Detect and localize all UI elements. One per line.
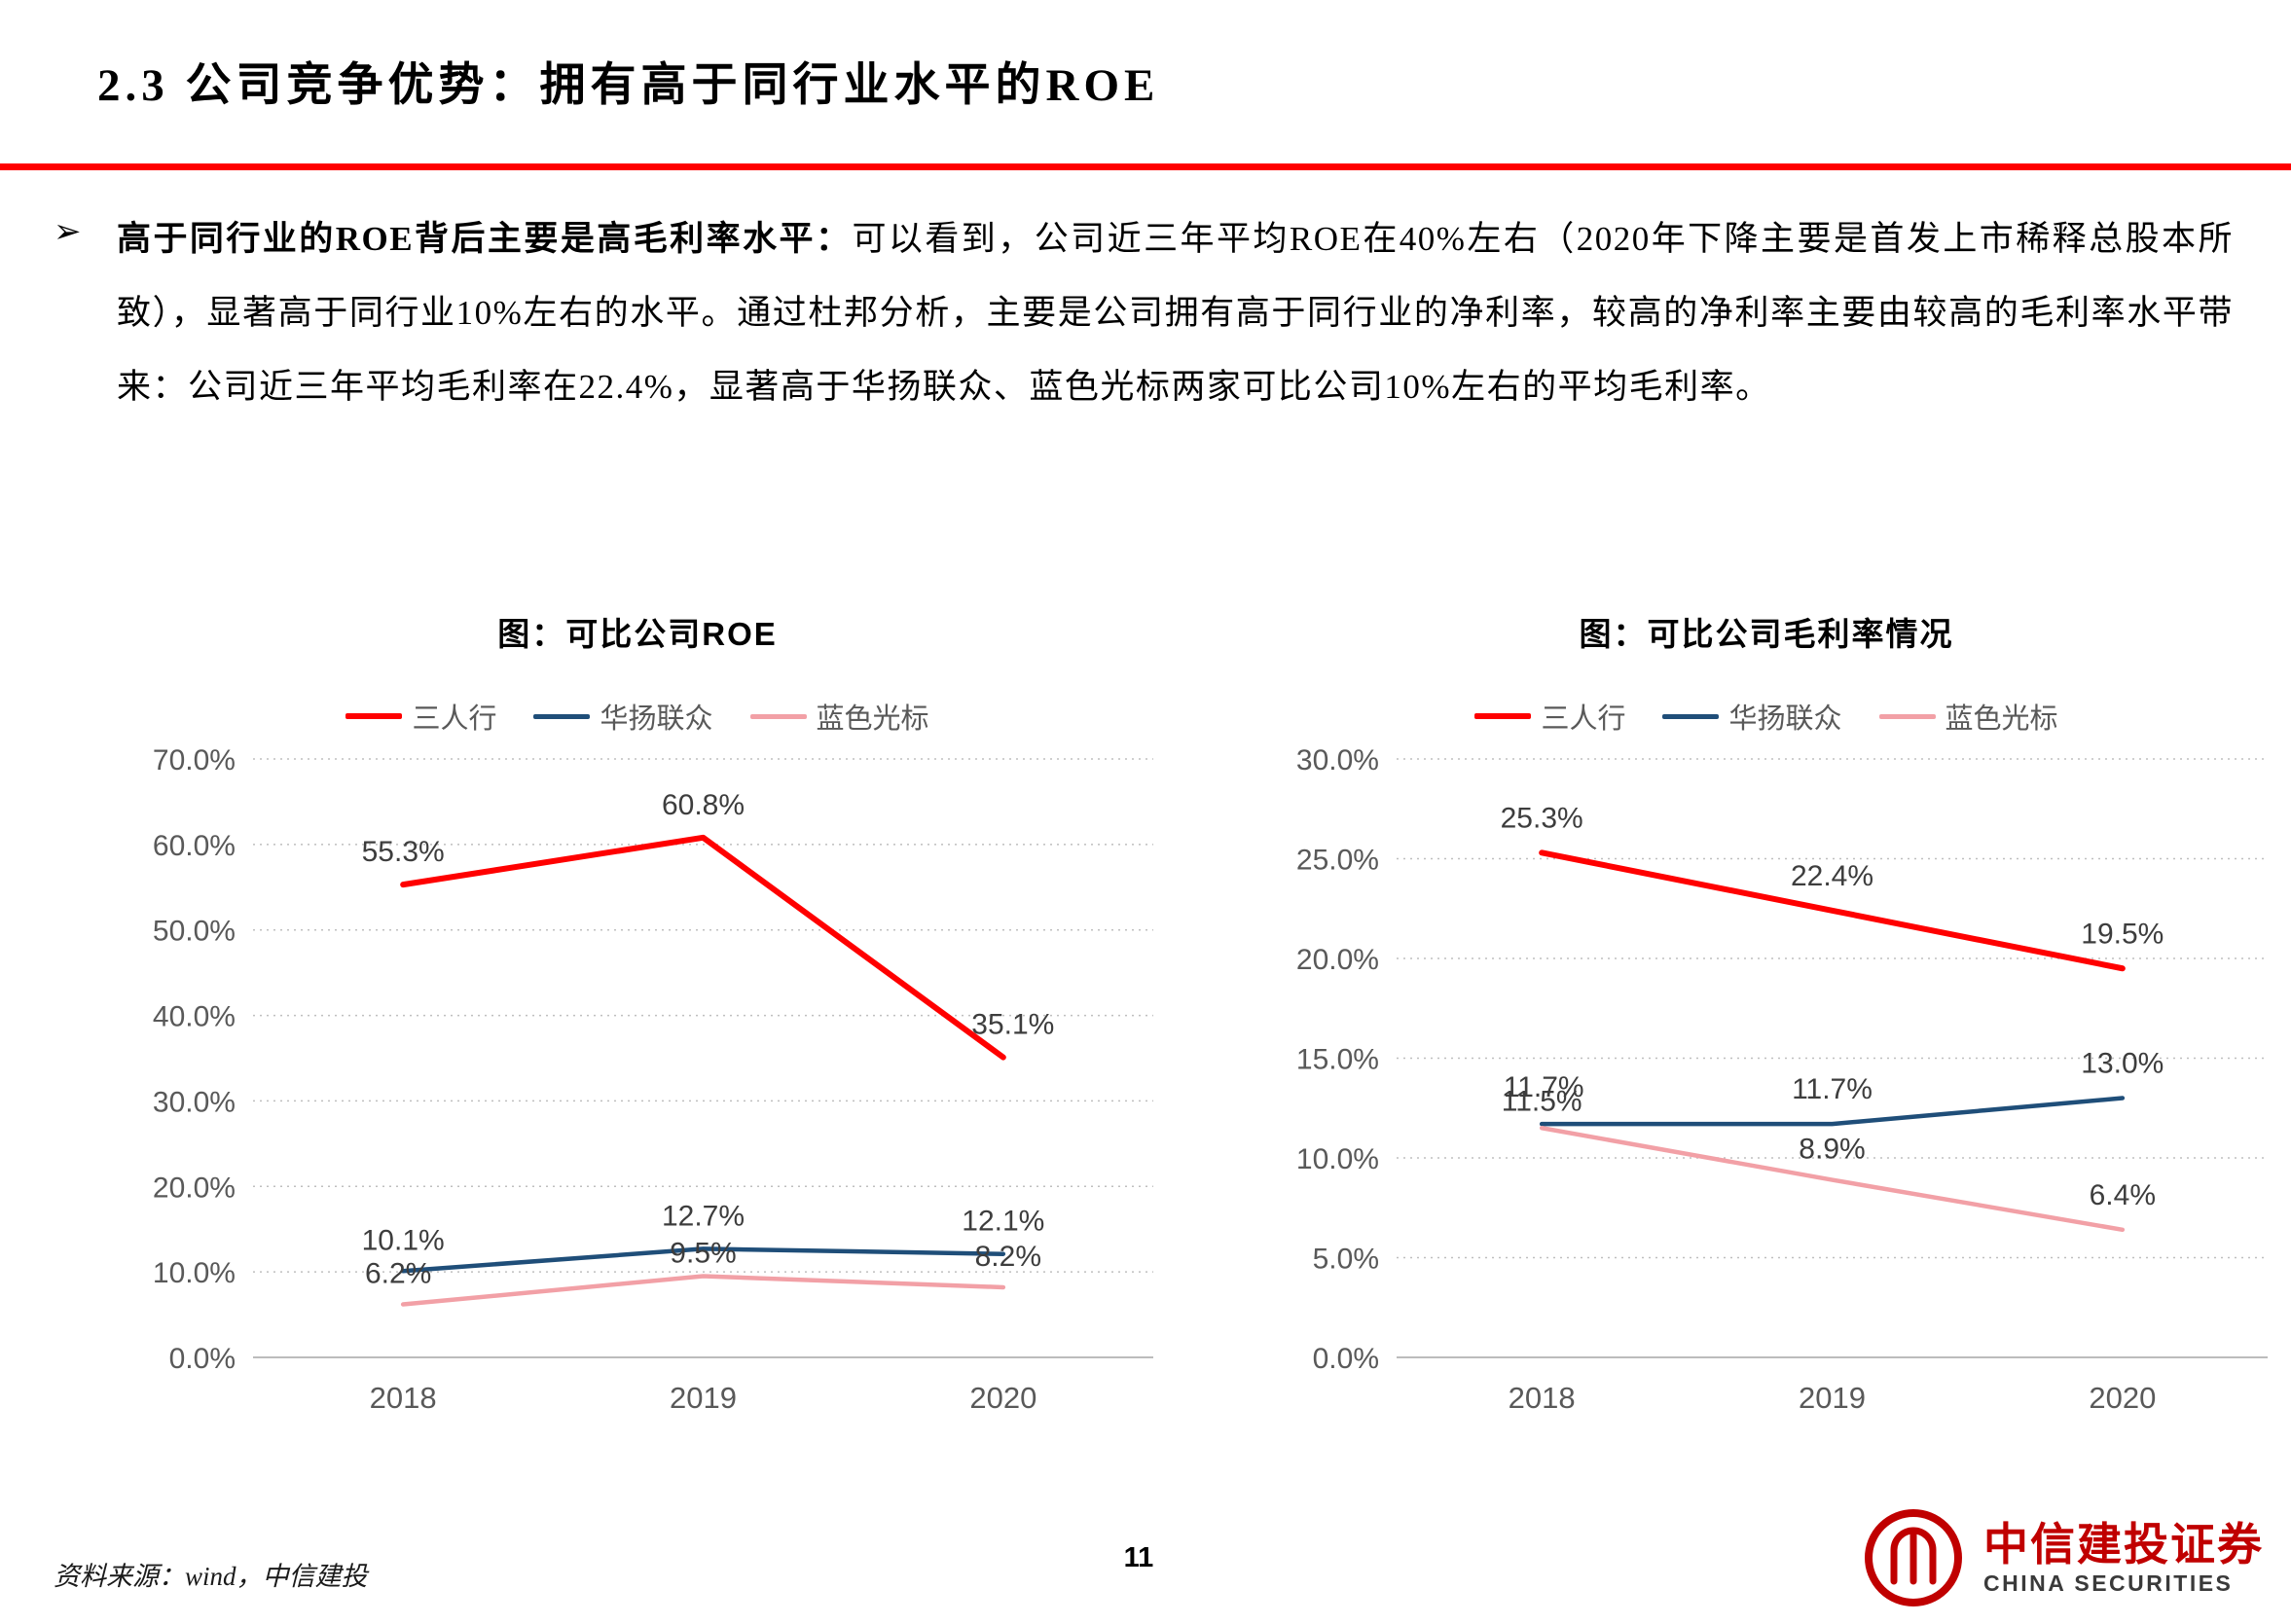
bullet-lead: 高于同行业的ROE背后主要是高毛利率水平： bbox=[117, 220, 853, 258]
bullet-paragraph: ➢ 高于同行业的ROE背后主要是高毛利率水平：可以看到，公司近三年平均ROE在4… bbox=[54, 202, 2234, 424]
point-label: 55.3% bbox=[362, 836, 445, 868]
x-tick-label: 2019 bbox=[1799, 1381, 1866, 1415]
series-line bbox=[400, 1246, 1006, 1274]
y-tick-label: 5.0% bbox=[1313, 1244, 1379, 1276]
company-logo: 中信建投证券 CHINA SECURITIES bbox=[1859, 1503, 2264, 1612]
logo-name-cn: 中信建投证券 bbox=[1983, 1519, 2264, 1570]
point-label: 8.2% bbox=[975, 1241, 1041, 1273]
point-label: 35.1% bbox=[971, 1009, 1054, 1041]
x-tick-label: 2020 bbox=[2089, 1381, 2156, 1415]
series-line bbox=[1539, 1126, 2126, 1233]
point-label: 11.7% bbox=[1792, 1073, 1873, 1105]
legend-line-swatch bbox=[1662, 713, 1720, 719]
point-label: 8.9% bbox=[1799, 1134, 1865, 1166]
y-tick-label: 25.0% bbox=[1296, 845, 1379, 877]
legend-label: 蓝色光标 bbox=[816, 704, 929, 735]
gross-margin-chart-title: 图：可比公司毛利率情况 bbox=[1579, 616, 1954, 652]
legend-label: 三人行 bbox=[1541, 704, 1626, 735]
logo-text: 中信建投证券 CHINA SECURITIES bbox=[1983, 1519, 2264, 1597]
y-tick-label: 70.0% bbox=[153, 744, 236, 776]
point-label: 19.5% bbox=[2081, 918, 2164, 950]
y-tick-label: 30.0% bbox=[153, 1086, 236, 1118]
series-line bbox=[400, 1274, 1006, 1307]
point-label: 13.0% bbox=[2081, 1048, 2164, 1080]
point-label: 12.7% bbox=[662, 1200, 745, 1232]
title-divider-rule bbox=[0, 163, 2291, 170]
source-note: 资料来源：wind，中信建投 bbox=[54, 1562, 368, 1591]
roe-chart-title: 图：可比公司ROE bbox=[497, 616, 778, 652]
point-label: 6.4% bbox=[2090, 1179, 2156, 1211]
y-tick-label: 0.0% bbox=[169, 1343, 236, 1375]
gross-margin-chart: 图：可比公司毛利率情况 三人行 华扬联众 蓝色光标 0.0% 5.0% 10.0% 15.… bbox=[1251, 589, 2282, 1445]
point-label: 25.3% bbox=[1501, 802, 1583, 834]
page-number: 11 bbox=[1123, 1542, 1154, 1573]
y-tick-label: 15.0% bbox=[1296, 1044, 1379, 1076]
point-label: 12.1% bbox=[962, 1206, 1044, 1238]
y-tick-label: 0.0% bbox=[1313, 1343, 1379, 1375]
y-tick-label: 10.0% bbox=[1296, 1143, 1379, 1175]
legend-item: 华扬联众 bbox=[1662, 696, 1842, 737]
point-label: 22.4% bbox=[1791, 860, 1873, 892]
legend-label: 华扬联众 bbox=[600, 704, 713, 735]
point-label: 10.1% bbox=[362, 1224, 445, 1256]
y-tick-label: 20.0% bbox=[153, 1172, 236, 1204]
csc-logo-icon bbox=[1865, 1509, 1962, 1606]
point-label: 11.7% bbox=[1504, 1071, 1584, 1103]
roe-chart-canvas: 0.0% 10.0% 20.0% 30.0% 40.0% 50.0% 60.0% 70.0% 2… bbox=[153, 744, 1153, 1415]
legend-item: 蓝色光标 bbox=[749, 696, 929, 737]
y-tick-label: 30.0% bbox=[1296, 744, 1379, 776]
legend-label: 蓝色光标 bbox=[1945, 704, 2058, 735]
x-tick-label: 2019 bbox=[670, 1381, 737, 1415]
series-line bbox=[400, 834, 1006, 1061]
legend-line-swatch bbox=[1878, 713, 1936, 719]
gross-margin-chart-canvas: 0.0% 5.0% 10.0% 15.0% 20.0% 25.0% 30.0% 2018 201… bbox=[1296, 744, 2268, 1415]
point-label: 6.2% bbox=[365, 1258, 431, 1290]
y-tick-label: 50.0% bbox=[153, 916, 236, 948]
page-title: 2.3 公司竞争优势：拥有高于同行业水平的ROE bbox=[97, 60, 1160, 111]
roe-chart-legend: 三人行 华扬联众 蓝色光标 bbox=[107, 696, 1168, 737]
logo-name-en: CHINA SECURITIES bbox=[1983, 1570, 2234, 1596]
legend-line-swatch bbox=[1474, 713, 1532, 719]
y-tick-label: 40.0% bbox=[153, 1001, 236, 1033]
series-line bbox=[1539, 849, 2126, 972]
x-tick-label: 2020 bbox=[969, 1381, 1036, 1415]
x-tick-label: 2018 bbox=[1509, 1381, 1576, 1415]
y-tick-label: 60.0% bbox=[153, 830, 236, 862]
y-tick-label: 10.0% bbox=[153, 1257, 236, 1289]
roe-chart: 图：可比公司ROE 三人行 华扬联众 蓝色光标 0.0% 10.0% 20.0% 30.0… bbox=[107, 589, 1168, 1445]
y-tick-label: 20.0% bbox=[1296, 944, 1379, 976]
point-label: 11.5% bbox=[1502, 1085, 1582, 1117]
legend-item: 华扬联众 bbox=[533, 696, 713, 737]
gross-margin-chart-legend: 三人行 华扬联众 蓝色光标 bbox=[1251, 696, 2282, 737]
legend-label: 华扬联众 bbox=[1728, 704, 1842, 735]
legend-line-swatch bbox=[749, 713, 807, 719]
series-line bbox=[1539, 1096, 2126, 1127]
legend-item: 三人行 bbox=[1474, 696, 1625, 737]
point-label: 9.5% bbox=[670, 1238, 736, 1270]
legend-item: 蓝色光标 bbox=[1878, 696, 2058, 737]
legend-line-swatch bbox=[533, 713, 591, 719]
legend-line-swatch bbox=[345, 713, 403, 719]
legend-label: 三人行 bbox=[412, 704, 497, 735]
point-label: 60.8% bbox=[662, 789, 745, 821]
bullet-body: 可以看到，公司近三年平均ROE在40%左右（2020年下降主要是首发上市稀释总股… bbox=[117, 220, 2234, 406]
bullet-arrow-icon: ➢ bbox=[54, 213, 82, 250]
legend-item: 三人行 bbox=[345, 696, 496, 737]
x-tick-label: 2018 bbox=[370, 1381, 437, 1415]
bullet-text: 高于同行业的ROE背后主要是高毛利率水平：可以看到，公司近三年平均ROE在40%… bbox=[117, 202, 2234, 424]
